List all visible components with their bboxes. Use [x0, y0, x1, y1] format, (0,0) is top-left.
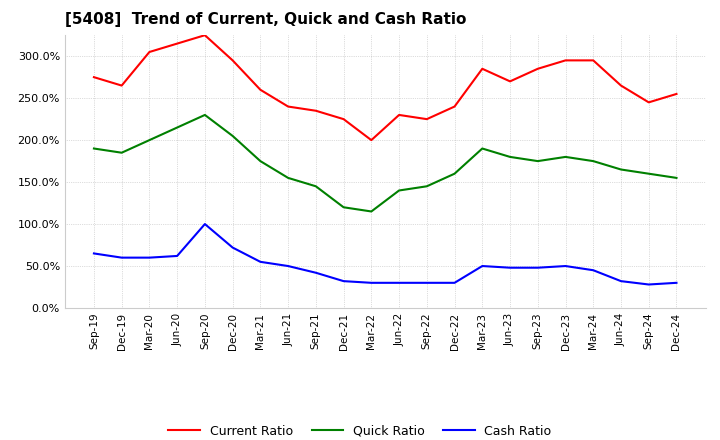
Cash Ratio: [561, 264, 570, 269]
Cash Ratio: [89, 251, 98, 256]
Current Ratio: [89, 74, 98, 80]
Quick Ratio: [672, 175, 681, 180]
Quick Ratio: [312, 183, 320, 189]
Line: Current Ratio: Current Ratio: [94, 35, 677, 140]
Cash Ratio: [145, 255, 154, 260]
Cash Ratio: [616, 279, 625, 284]
Quick Ratio: [561, 154, 570, 160]
Current Ratio: [228, 58, 237, 63]
Quick Ratio: [228, 133, 237, 139]
Cash Ratio: [450, 280, 459, 286]
Current Ratio: [117, 83, 126, 88]
Cash Ratio: [284, 264, 292, 269]
Current Ratio: [395, 112, 403, 117]
Current Ratio: [145, 49, 154, 55]
Current Ratio: [478, 66, 487, 71]
Cash Ratio: [256, 259, 265, 264]
Quick Ratio: [173, 125, 181, 130]
Current Ratio: [201, 33, 210, 38]
Cash Ratio: [478, 264, 487, 269]
Current Ratio: [339, 117, 348, 122]
Current Ratio: [561, 58, 570, 63]
Quick Ratio: [644, 171, 653, 176]
Cash Ratio: [589, 268, 598, 273]
Quick Ratio: [423, 183, 431, 189]
Current Ratio: [534, 66, 542, 71]
Cash Ratio: [117, 255, 126, 260]
Text: [5408]  Trend of Current, Quick and Cash Ratio: [5408] Trend of Current, Quick and Cash …: [65, 12, 466, 27]
Current Ratio: [312, 108, 320, 114]
Current Ratio: [256, 87, 265, 92]
Cash Ratio: [505, 265, 514, 270]
Quick Ratio: [117, 150, 126, 155]
Quick Ratio: [89, 146, 98, 151]
Cash Ratio: [367, 280, 376, 286]
Quick Ratio: [534, 158, 542, 164]
Current Ratio: [173, 41, 181, 46]
Current Ratio: [367, 137, 376, 143]
Quick Ratio: [256, 158, 265, 164]
Cash Ratio: [228, 245, 237, 250]
Cash Ratio: [644, 282, 653, 287]
Quick Ratio: [478, 146, 487, 151]
Quick Ratio: [145, 137, 154, 143]
Quick Ratio: [201, 112, 210, 117]
Cash Ratio: [173, 253, 181, 259]
Cash Ratio: [312, 270, 320, 275]
Quick Ratio: [339, 205, 348, 210]
Cash Ratio: [339, 279, 348, 284]
Quick Ratio: [395, 188, 403, 193]
Current Ratio: [672, 92, 681, 97]
Current Ratio: [589, 58, 598, 63]
Quick Ratio: [367, 209, 376, 214]
Legend: Current Ratio, Quick Ratio, Cash Ratio: Current Ratio, Quick Ratio, Cash Ratio: [163, 420, 557, 440]
Cash Ratio: [201, 221, 210, 227]
Current Ratio: [616, 83, 625, 88]
Cash Ratio: [395, 280, 403, 286]
Quick Ratio: [616, 167, 625, 172]
Line: Quick Ratio: Quick Ratio: [94, 115, 677, 212]
Current Ratio: [284, 104, 292, 109]
Quick Ratio: [589, 158, 598, 164]
Current Ratio: [505, 79, 514, 84]
Cash Ratio: [534, 265, 542, 270]
Current Ratio: [450, 104, 459, 109]
Cash Ratio: [423, 280, 431, 286]
Line: Cash Ratio: Cash Ratio: [94, 224, 677, 285]
Current Ratio: [423, 117, 431, 122]
Current Ratio: [644, 100, 653, 105]
Cash Ratio: [672, 280, 681, 286]
Quick Ratio: [505, 154, 514, 160]
Quick Ratio: [284, 175, 292, 180]
Quick Ratio: [450, 171, 459, 176]
